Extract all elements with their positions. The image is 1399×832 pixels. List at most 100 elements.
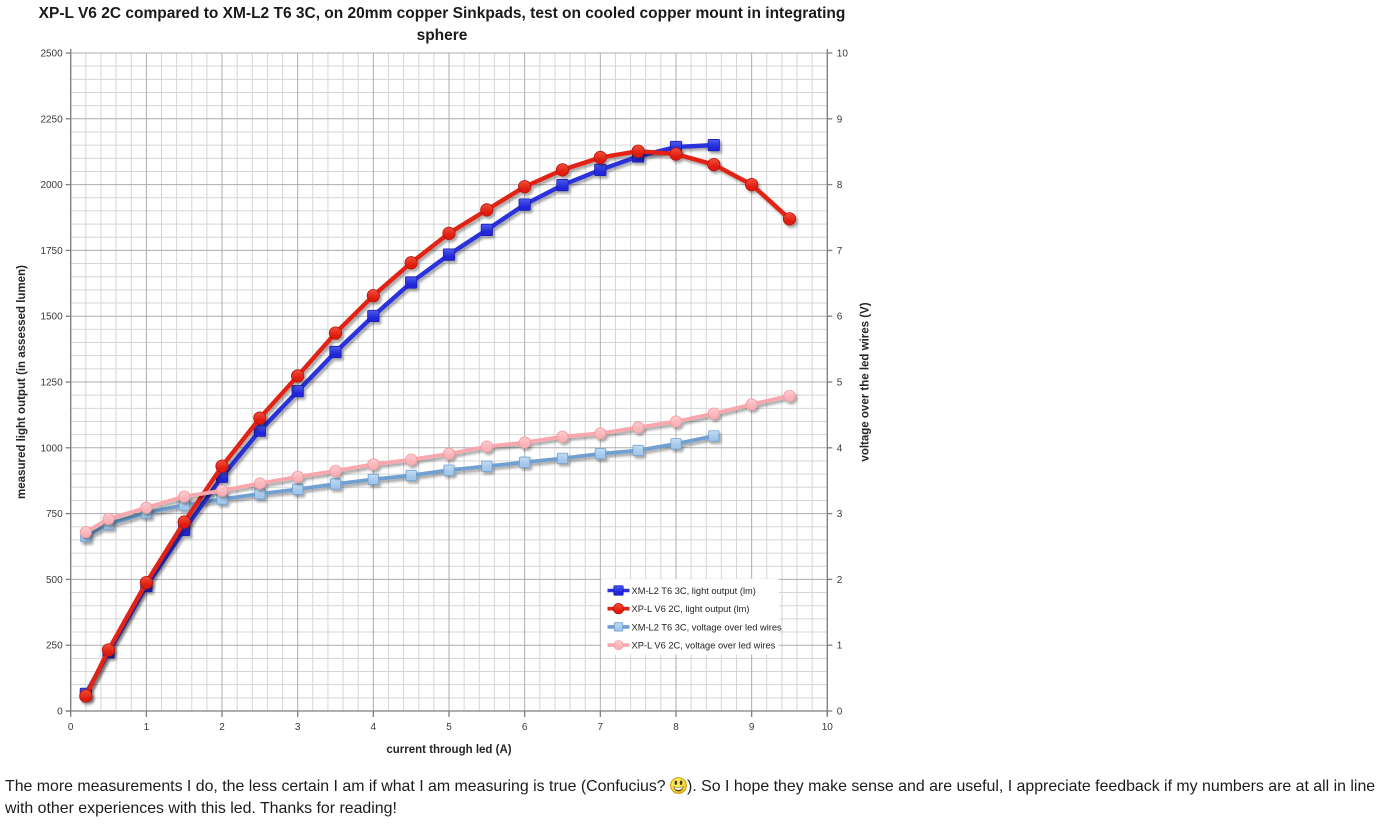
svg-text:0: 0 bbox=[57, 707, 63, 718]
legend-item-2: XM-L2 T6 3C, voltage over led wires bbox=[607, 622, 783, 632]
svg-text:1000: 1000 bbox=[40, 443, 63, 454]
marker bbox=[253, 411, 267, 425]
marker bbox=[253, 424, 266, 437]
series-1 bbox=[79, 144, 797, 703]
svg-text:1: 1 bbox=[837, 641, 843, 652]
marker bbox=[556, 179, 569, 192]
legend-marker bbox=[612, 603, 625, 615]
marker bbox=[404, 256, 418, 270]
legend-label: XM-L2 T6 3C, light output (lm) bbox=[632, 586, 756, 596]
marker bbox=[177, 515, 191, 529]
svg-text:10: 10 bbox=[822, 722, 834, 733]
legend-box bbox=[601, 579, 779, 655]
svg-text:6: 6 bbox=[837, 312, 843, 323]
marker bbox=[367, 309, 380, 323]
marker bbox=[632, 421, 645, 434]
svg-text:250: 250 bbox=[46, 641, 63, 652]
marker bbox=[708, 430, 720, 442]
legend-item-0: XM-L2 T6 3C, light output (lm) bbox=[607, 585, 756, 596]
marker bbox=[594, 163, 607, 176]
chart: 0 250 500 750 1000 1250 1500 1750 2000 2250 2500 0 1… bbox=[16, 49, 872, 757]
marker bbox=[518, 198, 531, 211]
marker bbox=[253, 477, 266, 490]
marker bbox=[367, 473, 379, 485]
grinning-smiley-icon bbox=[670, 777, 687, 794]
legend-label: XP-L V6 2C, voltage over led wires bbox=[632, 641, 776, 651]
svg-text:1250: 1250 bbox=[40, 378, 63, 389]
marker bbox=[216, 484, 229, 497]
svg-text:2: 2 bbox=[837, 575, 843, 586]
marker bbox=[480, 440, 493, 453]
marker bbox=[291, 470, 304, 483]
marker bbox=[593, 150, 607, 165]
marker bbox=[480, 223, 493, 236]
marker bbox=[442, 248, 456, 261]
marker bbox=[101, 643, 116, 657]
marker bbox=[405, 453, 418, 466]
svg-text:0: 0 bbox=[837, 707, 843, 718]
svg-text:2: 2 bbox=[219, 722, 225, 733]
marker bbox=[556, 430, 569, 443]
svg-text:0: 0 bbox=[68, 722, 74, 733]
marker bbox=[329, 478, 342, 490]
marker bbox=[442, 447, 455, 460]
legend-label: XP-L V6 2C, light output (lm) bbox=[632, 604, 750, 614]
marker bbox=[669, 147, 683, 161]
legend: XM-L2 T6 3C, light output (lm) XP-L V6 2C… bbox=[607, 585, 783, 651]
marker bbox=[745, 178, 759, 192]
svg-text:6: 6 bbox=[522, 722, 528, 733]
marker bbox=[519, 456, 531, 468]
svg-text:3: 3 bbox=[295, 722, 301, 733]
marker bbox=[443, 464, 455, 476]
svg-text:9: 9 bbox=[837, 114, 843, 125]
legend-item-3: XP-L V6 2C, voltage over led wires bbox=[607, 640, 776, 651]
svg-text:5: 5 bbox=[837, 378, 843, 389]
legend-item-1: XP-L V6 2C, light output (lm) bbox=[607, 603, 750, 615]
marker bbox=[480, 203, 494, 217]
chart-title-line2: sphere bbox=[416, 27, 468, 44]
x-axis-title: current through led (A) bbox=[386, 744, 511, 756]
marker bbox=[670, 438, 682, 450]
marker bbox=[669, 415, 682, 428]
marker bbox=[631, 144, 645, 158]
marker bbox=[632, 444, 644, 457]
svg-text:2250: 2250 bbox=[40, 114, 63, 125]
svg-text:7: 7 bbox=[837, 246, 843, 257]
y-left-axis-title: measured light output (in assessed lumen… bbox=[16, 265, 28, 499]
marker bbox=[254, 488, 266, 500]
svg-text:3: 3 bbox=[837, 509, 843, 520]
chart-canvas: 0250500750100012501500175020002250250001… bbox=[16, 49, 872, 757]
svg-text:1500: 1500 bbox=[40, 312, 63, 323]
svg-text:1: 1 bbox=[144, 722, 150, 733]
svg-text:4: 4 bbox=[837, 443, 843, 454]
marker bbox=[556, 452, 569, 464]
svg-text:8: 8 bbox=[673, 722, 679, 733]
svg-text:2500: 2500 bbox=[40, 49, 63, 60]
marker bbox=[707, 139, 720, 152]
svg-text:5: 5 bbox=[446, 722, 452, 733]
svg-text:4: 4 bbox=[371, 722, 377, 733]
svg-text:7: 7 bbox=[598, 722, 604, 733]
legend-marker bbox=[613, 622, 624, 632]
svg-text:500: 500 bbox=[46, 575, 63, 586]
marker bbox=[594, 427, 607, 440]
marker bbox=[366, 289, 380, 303]
chart-title-line1: XP-L V6 2C compared to XM-L2 T6 3C, on 2… bbox=[38, 5, 846, 22]
svg-text:750: 750 bbox=[46, 509, 63, 520]
axes bbox=[65, 49, 833, 717]
marker bbox=[783, 389, 796, 402]
marker bbox=[594, 448, 606, 460]
marker bbox=[328, 326, 343, 340]
legend-marker bbox=[613, 640, 624, 651]
footer-text-after-emoji: ). So I hope they make sense and are use… bbox=[687, 778, 1376, 795]
chart-title: XP-L V6 2C compared to XM-L2 T6 3C, on 2… bbox=[0, 3, 884, 47]
marker bbox=[291, 385, 304, 398]
marker bbox=[405, 469, 417, 482]
legend-label: XM-L2 T6 3C, voltage over led wires bbox=[632, 622, 783, 632]
svg-text:1750: 1750 bbox=[40, 246, 63, 257]
footer-text-line2: with other experiences with this led. Th… bbox=[5, 799, 397, 817]
series-3 bbox=[79, 389, 796, 539]
marker bbox=[329, 464, 342, 477]
y-right-tick-labels: 0 1 2 3 4 5 6 7 8 9 10 bbox=[837, 49, 849, 718]
